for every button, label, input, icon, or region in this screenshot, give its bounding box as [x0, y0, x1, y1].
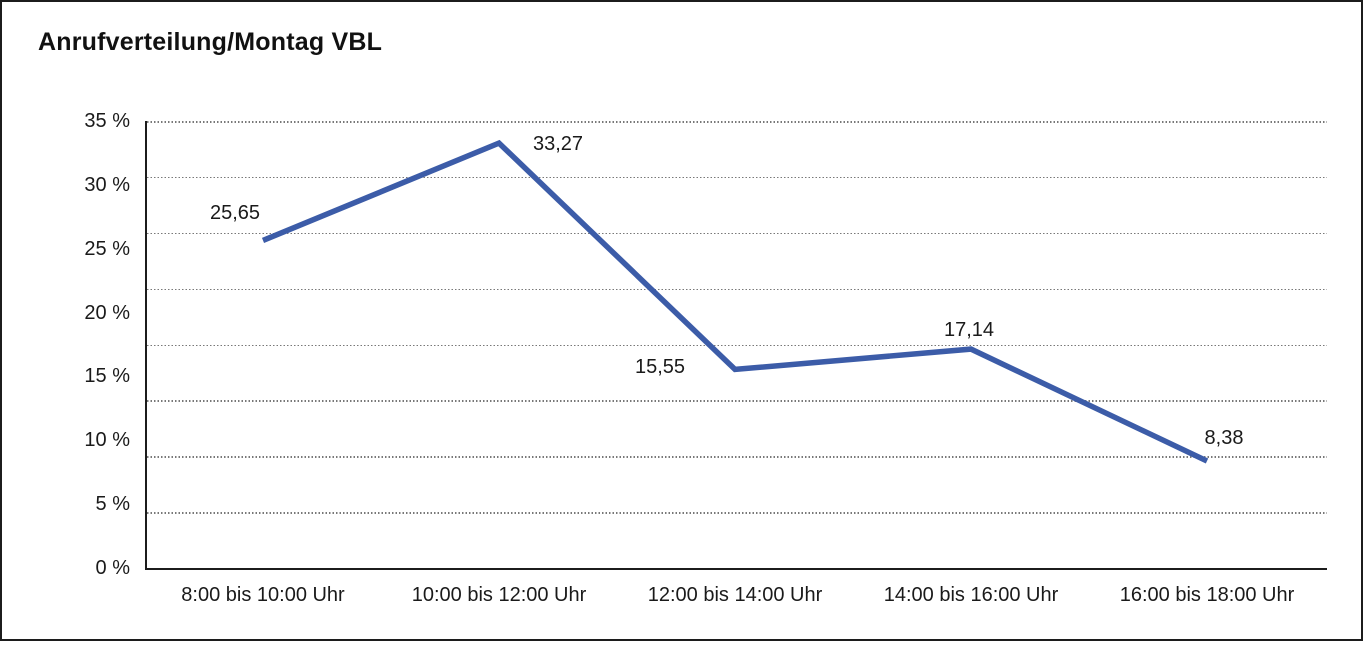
gridline [147, 456, 1327, 458]
data-point-label: 33,27 [532, 133, 584, 156]
chart-title: Anrufverteilung/Montag VBL [38, 28, 383, 56]
gridline [147, 512, 1327, 514]
y-tick-label: 5 % [95, 493, 130, 516]
gridline [147, 288, 1327, 291]
gridline [147, 176, 1327, 179]
data-point-label: 8,38 [1204, 426, 1244, 449]
y-tick-label: 20 % [84, 301, 130, 324]
x-tick-label: 12:00 bis 14:00 Uhr [647, 584, 823, 606]
data-point-label: 15,55 [634, 356, 686, 379]
y-tick-label: 25 % [84, 237, 130, 260]
gridline [147, 121, 1327, 123]
gridline [147, 232, 1327, 235]
gridline [147, 344, 1327, 346]
y-tick-label: 15 % [84, 365, 130, 388]
y-tick-label: 0 % [95, 557, 130, 579]
x-tick-label: 16:00 bis 18:00 Uhr [1119, 584, 1295, 606]
data-point-label: 17,14 [943, 319, 995, 342]
x-tick-label: 10:00 bis 12:00 Uhr [411, 584, 587, 606]
y-tick-label: 35 % [84, 110, 130, 132]
y-tick-label: 10 % [84, 429, 130, 452]
gridline [147, 400, 1327, 402]
x-tick-label: 8:00 bis 10:00 Uhr [181, 584, 345, 606]
y-tick-label: 30 % [84, 173, 130, 196]
x-tick-label: 14:00 bis 16:00 Uhr [883, 584, 1059, 606]
data-point-label: 25,65 [209, 202, 261, 225]
plot-area [145, 121, 1327, 570]
